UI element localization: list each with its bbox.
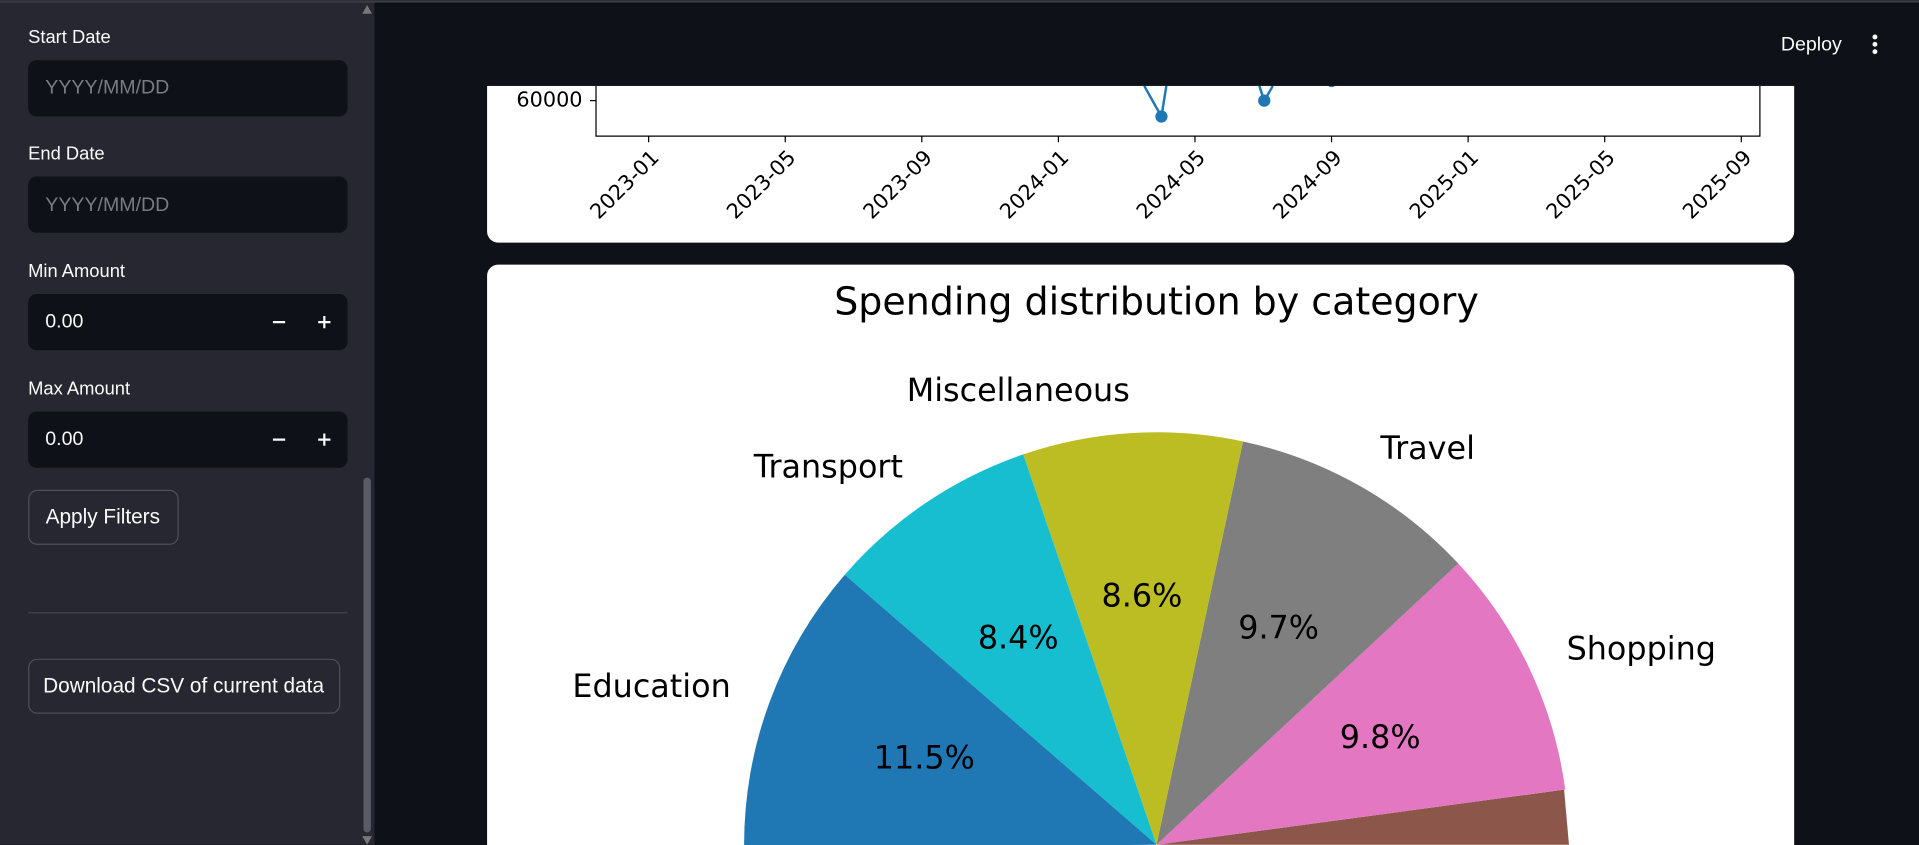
slice-value-label: 9.7% <box>1238 608 1319 646</box>
button-label: Download CSV of current data <box>43 674 324 697</box>
placeholder: YYYY/MM/DD <box>45 77 169 99</box>
slice-category-label: Education <box>572 667 730 705</box>
partial-slice <box>1156 789 1569 845</box>
field-label: Min Amount <box>28 260 125 281</box>
pie-slice <box>1156 563 1566 845</box>
field-label: Max Amount <box>28 377 130 398</box>
top-border <box>0 0 1919 3</box>
pie-slice <box>744 574 1157 845</box>
chart-title: Spending distribution by category <box>834 279 1479 323</box>
slice-category-label: Miscellaneous <box>907 371 1130 409</box>
scrollbar-thumb[interactable] <box>363 477 371 833</box>
number-input[interactable] <box>28 411 348 468</box>
header-bar <box>374 2 1919 86</box>
slice-category-label: Transport <box>753 448 903 486</box>
slice-value-label: 11.5% <box>874 738 975 776</box>
number-input[interactable] <box>28 293 348 351</box>
apply-button[interactable] <box>28 489 179 545</box>
main-menu[interactable] <box>1872 34 1878 55</box>
slice-value-label: 8.6% <box>1102 577 1183 615</box>
slice-category-label: Shopping <box>1567 630 1716 668</box>
download-button[interactable] <box>28 658 341 714</box>
axes-frame <box>595 85 1761 137</box>
field-label: End Date <box>28 142 104 163</box>
slice-value-label: 9.8% <box>1340 718 1421 756</box>
deploy-button[interactable]: Deploy <box>1781 34 1842 56</box>
pie-slice <box>1156 441 1459 845</box>
input-value: 0.00 <box>45 310 83 332</box>
scroll-up-arrow[interactable] <box>362 5 373 14</box>
point-fragment <box>1258 94 1271 107</box>
line-chart-card <box>487 49 1795 243</box>
step-buttons[interactable] <box>272 433 331 446</box>
y-tick-label: 60000 <box>516 88 582 112</box>
date-input[interactable] <box>28 176 348 233</box>
point-fragment <box>1155 110 1168 123</box>
slice-value-label: 8.4% <box>978 619 1059 657</box>
slice-category-label: Travel <box>1379 429 1475 467</box>
button-label: Apply Filters <box>46 505 160 528</box>
pie-slice <box>1023 432 1243 845</box>
input-value: 0.00 <box>45 428 83 450</box>
pie-slice <box>844 454 1157 845</box>
step-buttons[interactable] <box>272 316 331 329</box>
date-input[interactable] <box>28 60 348 117</box>
field-label: Start Date <box>28 26 111 47</box>
placeholder: YYYY/MM/DD <box>45 194 169 216</box>
scroll-down-arrow[interactable] <box>362 836 373 845</box>
